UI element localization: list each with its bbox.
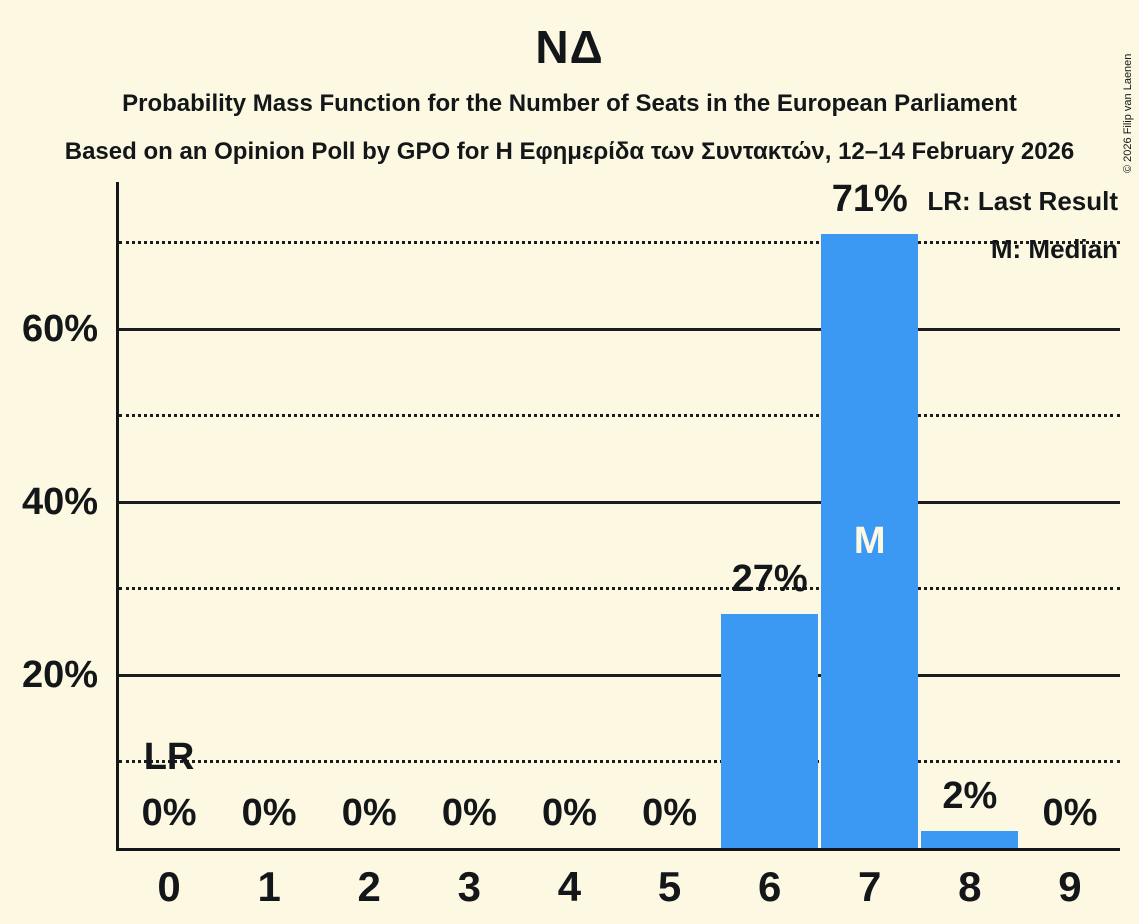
bar-label-seats-1: 0% xyxy=(241,792,297,834)
bar-seats-6 xyxy=(721,614,819,848)
gridline-10pct xyxy=(119,760,1120,764)
x-tick-label-9: 9 xyxy=(1058,863,1082,910)
gridline-20pct xyxy=(119,673,1120,677)
bar-label-seats-6: 27% xyxy=(731,558,808,601)
y-tick-label-60pct: 60% xyxy=(21,308,98,351)
bar-seats-8 xyxy=(921,830,1019,848)
bar-label-seats-0: 0% xyxy=(141,792,197,834)
poll-source-subtitle: Based on an Opinion Poll by GPO for Η Εφ… xyxy=(64,138,1075,165)
x-tick-label-5: 5 xyxy=(657,863,682,910)
x-tick-label-2: 2 xyxy=(357,863,381,910)
gridline-60pct xyxy=(119,327,1120,331)
gridline-40pct xyxy=(119,500,1120,504)
median-marker: M xyxy=(853,519,886,562)
bar-label-seats-4: 0% xyxy=(541,792,597,834)
legend-last-result: LR: Last Result xyxy=(927,186,1118,216)
last-result-marker: LR xyxy=(143,736,195,778)
y-tick-label-40pct: 40% xyxy=(21,481,98,524)
bar-label-seats-7: 71% xyxy=(831,177,908,220)
bar-label-seats-3: 0% xyxy=(441,792,497,834)
x-tick-label-1: 1 xyxy=(257,863,281,910)
plot-area: 0% 0% 0% 0% 0% 0% 27% 71% 2% 0% LR M xyxy=(116,177,1120,851)
gridline-50pct xyxy=(119,414,1120,418)
bar-label-seats-9: 0% xyxy=(1042,792,1098,834)
bar-label-seats-2: 0% xyxy=(341,792,397,834)
chart-subtitle: Probability Mass Function for the Number… xyxy=(122,90,1017,117)
x-tick-label-7: 7 xyxy=(858,863,882,910)
bar-label-seats-8: 2% xyxy=(942,774,998,817)
bar-seats-7 xyxy=(821,233,919,848)
bar-label-seats-5: 0% xyxy=(642,792,697,834)
gridline-30pct xyxy=(119,587,1120,591)
x-tick-label-6: 6 xyxy=(757,863,782,910)
x-tick-label-4: 4 xyxy=(557,863,582,910)
legend-median: M: Median xyxy=(990,234,1118,264)
page-title: ΝΔ xyxy=(535,21,604,73)
x-tick-label-3: 3 xyxy=(457,863,482,910)
copyright-notice: © 2026 Filip van Laenen xyxy=(1122,53,1134,173)
x-tick-label-8: 8 xyxy=(958,863,982,910)
x-tick-label-0: 0 xyxy=(157,863,181,910)
y-tick-label-20pct: 20% xyxy=(21,654,98,696)
gridline-70pct xyxy=(119,241,1120,245)
